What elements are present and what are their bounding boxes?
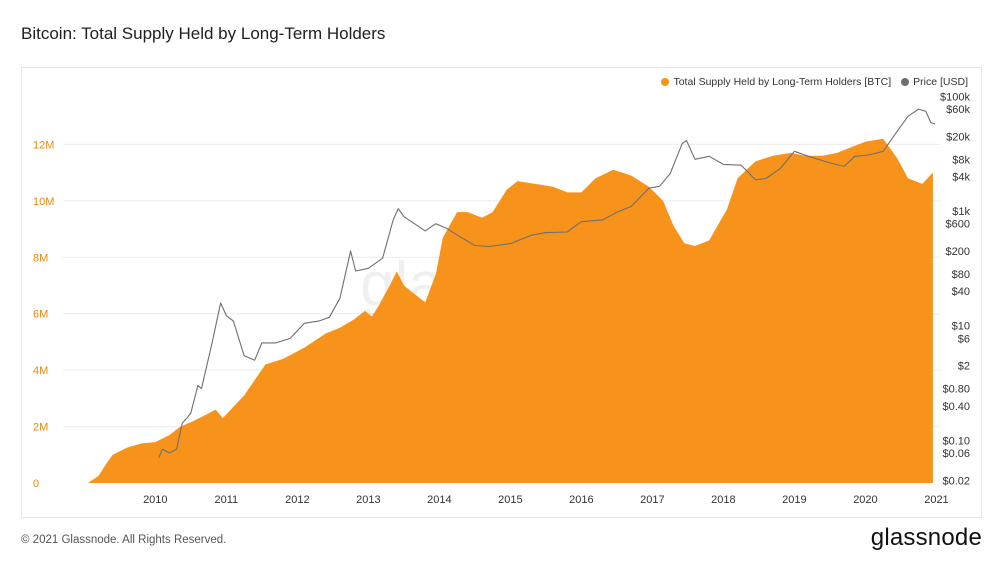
- y-right-tick-label: $10: [952, 321, 970, 333]
- price-line: [158, 108, 936, 458]
- y-right-tick-label: $40: [952, 286, 970, 298]
- y-right-tick-label: $6: [958, 333, 970, 345]
- x-tick-label: 2020: [853, 494, 877, 506]
- legend-item-supply[interactable]: Total Supply Held by Long-Term Holders […: [661, 76, 891, 88]
- y-right-tick-label: $0.80: [942, 384, 970, 396]
- x-tick-label: 2011: [214, 494, 238, 506]
- x-tick-label: 2014: [427, 494, 451, 506]
- y-left-tick-label: 0: [33, 478, 39, 490]
- y-right-tick-label: $20k: [946, 131, 970, 143]
- legend-item-price[interactable]: Price [USD]: [901, 76, 968, 88]
- y-right-tick-label: $100k: [940, 91, 970, 103]
- y-left-tick-label: 6M: [33, 309, 48, 321]
- legend-label-supply: Total Supply Held by Long-Term Holders […: [673, 76, 892, 88]
- y-right-tick-label: $600: [946, 219, 970, 231]
- x-tick-label: 2019: [782, 494, 806, 506]
- chart-title: Bitcoin: Total Supply Held by Long-Term …: [21, 24, 386, 43]
- y-left-tick-label: 12M: [33, 139, 54, 151]
- y-right-tick-label: $0.40: [942, 401, 970, 413]
- legend-label-price: Price [USD]: [913, 76, 968, 88]
- y-right-tick-label: $1k: [952, 206, 970, 218]
- y-right-tick-label: $4k: [952, 172, 970, 184]
- x-tick-label: 2010: [143, 494, 167, 506]
- y-left-tick-label: 10M: [33, 196, 54, 208]
- y-right-tick-label: $8k: [952, 154, 970, 166]
- x-tick-label: 2021: [924, 494, 948, 506]
- y-left-tick-label: 2M: [33, 422, 48, 434]
- supply-legend-dot-icon: [661, 78, 670, 86]
- y-right-tick-label: $0.06: [942, 448, 970, 460]
- x-tick-label: 2012: [285, 494, 309, 506]
- y-right-tick-label: $0.10: [942, 435, 970, 447]
- y-right-tick-label: $2: [958, 361, 970, 373]
- glassnode-logo[interactable]: glassnode: [870, 524, 982, 551]
- y-left-tick-label: 4M: [33, 365, 48, 377]
- y-right-tick-label: $0.02: [942, 475, 970, 487]
- copyright-text: © 2021 Glassnode. All Rights Reserved.: [21, 534, 227, 546]
- price-legend-dot-icon: [901, 78, 910, 86]
- x-tick-label: 2018: [711, 494, 735, 506]
- x-tick-label: 2017: [640, 494, 664, 506]
- x-tick-label: 2015: [498, 494, 522, 506]
- chart-panel: [21, 67, 982, 518]
- y-right-tick-label: $60k: [946, 104, 970, 116]
- y-left-tick-label: 8M: [33, 252, 48, 264]
- x-tick-label: 2016: [569, 494, 593, 506]
- supply-area: [87, 138, 933, 484]
- x-tick-label: 2013: [356, 494, 380, 506]
- legend: Total Supply Held by Long-Term Holders […: [661, 76, 968, 88]
- y-right-tick-label: $200: [946, 246, 970, 258]
- y-right-tick-label: $80: [952, 269, 970, 281]
